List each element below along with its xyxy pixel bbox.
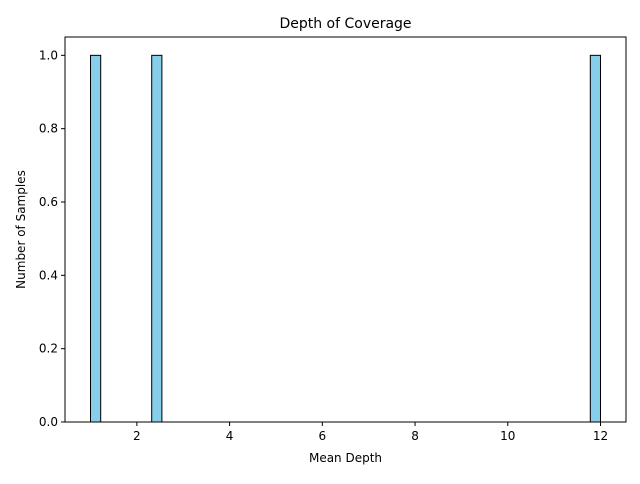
y-tick-label: 0.6 [39, 195, 58, 209]
y-axis-label: Number of Samples [14, 170, 28, 289]
x-tick-label: 6 [318, 429, 326, 443]
x-axis-label: Mean Depth [309, 451, 382, 465]
y-tick-label: 1.0 [39, 48, 58, 62]
x-tick-label: 2 [133, 429, 141, 443]
plot-frame [64, 36, 627, 423]
bars-layer [90, 54, 601, 423]
y-tick-label: 0.0 [39, 415, 58, 429]
histogram-bar [151, 54, 163, 423]
chart-title: Depth of Coverage [279, 16, 411, 32]
y-tick-label: 0.8 [39, 122, 58, 136]
x-tick-label: 10 [500, 429, 515, 443]
histogram-bar [589, 54, 601, 423]
x-tick-label: 12 [593, 429, 608, 443]
y-tick-label: 0.2 [39, 342, 58, 356]
x-tick-label: 8 [411, 429, 419, 443]
y-tick-label: 0.4 [39, 268, 58, 282]
histogram-bar [90, 54, 102, 423]
ticks-layer: 2 4 6 8 10 12 0.0 0.2 0.4 0.6 0.8 1.0 [39, 48, 608, 443]
x-tick-label: 4 [226, 429, 234, 443]
